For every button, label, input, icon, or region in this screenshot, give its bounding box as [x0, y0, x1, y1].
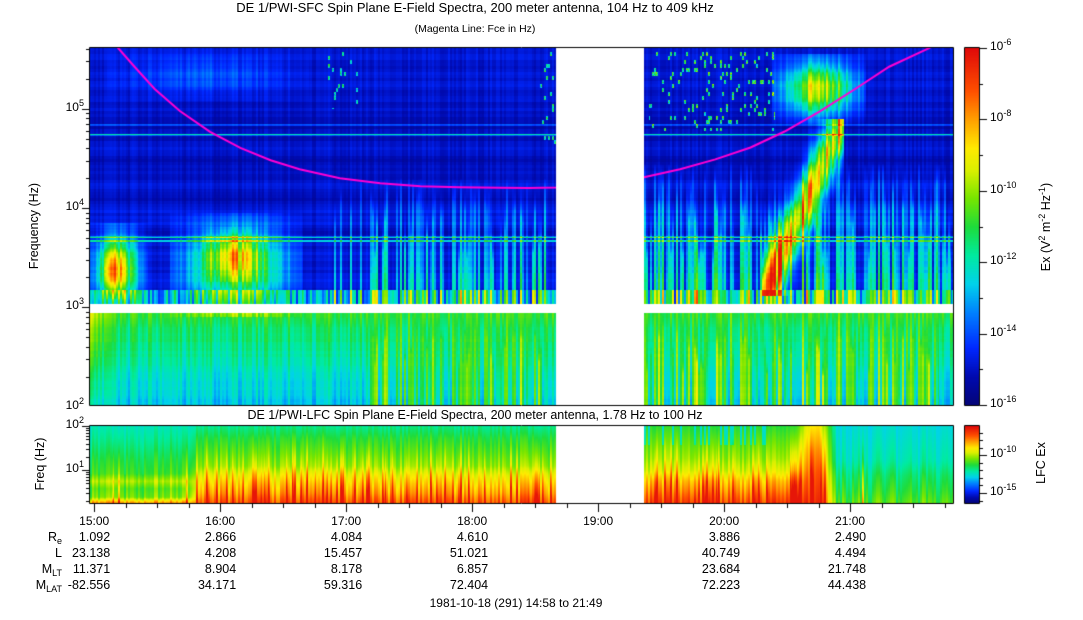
ephemeris-row-label: L	[55, 546, 62, 560]
ephemeris-value: 6.857	[456, 562, 489, 576]
lfc-ytick-label: 101	[65, 459, 84, 475]
sfc-colorbar-tick-label: 10-16	[990, 394, 1017, 410]
ephemeris-value: 72.223	[701, 578, 741, 592]
ephemeris-value: 4.208	[204, 546, 237, 560]
ephemeris-value: 23.684	[701, 562, 741, 576]
sfc-colorbar-tick-label: 10-10	[990, 179, 1017, 196]
ephemeris-value: 72.404	[449, 578, 489, 592]
ephemeris-value: 4.610	[456, 530, 489, 544]
ephemeris-value: 11.371	[72, 562, 111, 576]
ephemeris-value: -82.556	[67, 578, 111, 592]
ephemeris-value: 23.138	[71, 546, 111, 560]
sfc-colorbar-tick-label: 10-6	[990, 37, 1012, 53]
sfc-ytick-label: 103	[65, 296, 84, 313]
lfc-y-axis-label: Freq (Hz)	[33, 437, 47, 491]
sfc-colorbar-unit-label: Ex (V2 m-2 Hz-1)	[1037, 182, 1053, 272]
lfc-title: DE 1/PWI-LFC Spin Plane E-Field Spectra,…	[247, 408, 703, 422]
sfc-subtitle: (Magenta Line: Fce in Hz)	[414, 23, 536, 35]
ephemeris-value: 8.904	[204, 562, 237, 576]
sfc-colorbar-tick-label: 10-12	[990, 251, 1017, 268]
sfc-colorbar-tick-label: 10-14	[990, 322, 1017, 339]
time-tick-label: 19:00	[583, 514, 614, 528]
ephemeris-value: 51.021	[449, 546, 489, 560]
lfc-colorbar-unit-label: LFC Ex	[1034, 442, 1048, 484]
sfc-ytick-label: 102	[65, 395, 84, 412]
ephemeris-row-label: MLAT	[35, 578, 62, 594]
time-tick-label: 18:00	[457, 514, 488, 528]
ephemeris-value: 34.171	[197, 578, 237, 592]
ephemeris-value: 2.490	[834, 530, 867, 544]
ephemeris-row-label: MLT	[41, 562, 62, 578]
footer-time-range: 1981-10-18 (291) 14:58 to 21:49	[429, 596, 603, 610]
ephemeris-value: 8.178	[330, 562, 363, 576]
ephemeris-value: 59.316	[323, 578, 363, 592]
ephemeris-value: 1.092	[78, 530, 111, 544]
time-tick-label: 17:00	[331, 514, 362, 528]
ephemeris-value: 4.494	[834, 546, 867, 560]
ephemeris-row-label: Re	[47, 530, 62, 546]
ephemeris-value: 21.748	[827, 562, 867, 576]
lfc-colorbar-tick-label: 10-15	[990, 481, 1017, 498]
ephemeris-value: 44.438	[827, 578, 867, 592]
ephemeris-value: 4.084	[330, 530, 363, 544]
time-tick-label: 15:00	[79, 514, 110, 528]
time-tick-label: 21:00	[835, 514, 866, 528]
sfc-y-axis-label: Frequency (Hz)	[27, 182, 41, 270]
time-tick-label: 16:00	[205, 514, 236, 528]
sfc-ytick-label: 105	[65, 97, 84, 114]
sfc-ytick-label: 104	[65, 197, 84, 214]
ephemeris-value: 2.866	[204, 530, 237, 544]
lfc-colorbar-tick-label: 10-10	[990, 444, 1017, 461]
ephemeris-value: 15.457	[323, 546, 363, 560]
lfc-ytick-label: 102	[65, 415, 84, 431]
sfc-title: DE 1/PWI-SFC Spin Plane E-Field Spectra,…	[236, 0, 714, 15]
sfc-colorbar-tick-label: 10-8	[990, 108, 1012, 125]
ephemeris-value: 3.886	[708, 530, 741, 544]
time-tick-label: 20:00	[709, 514, 740, 528]
ephemeris-value: 40.749	[701, 546, 741, 560]
